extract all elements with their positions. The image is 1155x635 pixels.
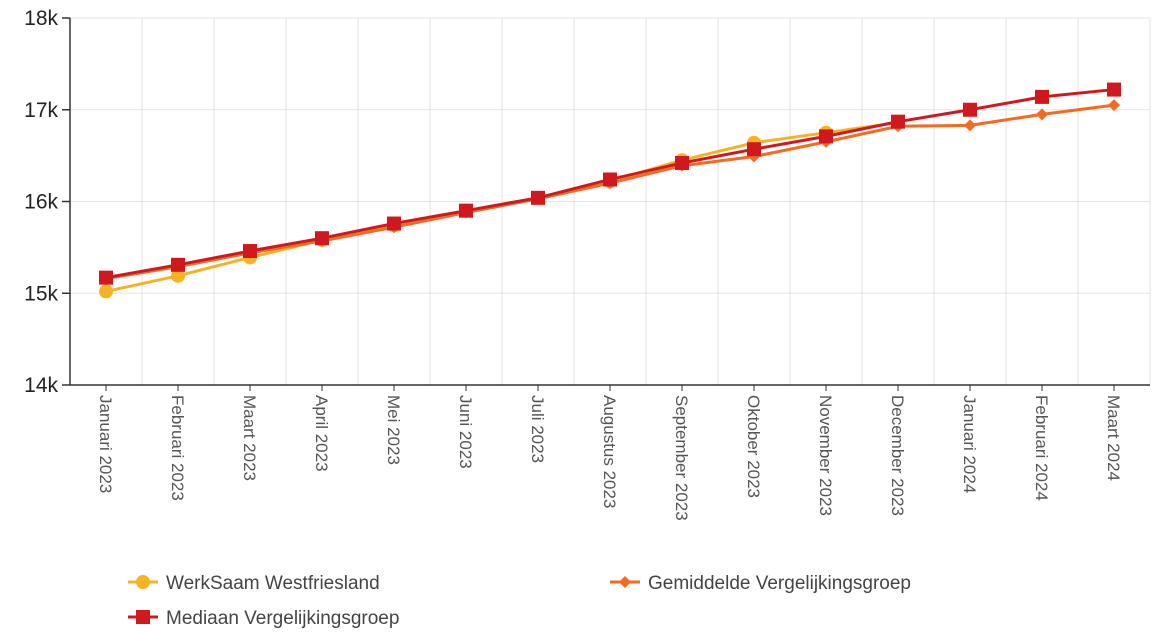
x-tick-label: November 2023 — [816, 395, 835, 516]
y-axis-ticks: 14k 15k 16k 17k 18k — [24, 7, 58, 397]
data-point — [459, 203, 473, 218]
legend-item: WerkSaam Westfriesland — [128, 573, 380, 594]
data-point — [387, 216, 401, 231]
data-point — [171, 268, 185, 283]
data-point — [243, 244, 257, 259]
legend-label: WerkSaam Westfriesland — [166, 573, 380, 594]
data-point — [1035, 89, 1049, 104]
chart-grid — [70, 17, 1151, 385]
legend-marker — [136, 610, 150, 624]
data-point — [891, 114, 905, 129]
data-point — [675, 155, 689, 170]
y-tick-label: 16k — [24, 191, 58, 214]
y-tick-label: 14k — [24, 374, 58, 397]
x-tick-label: Januari 2023 — [96, 395, 115, 493]
data-point — [531, 190, 545, 205]
x-tick-label: Maart 2023 — [240, 395, 259, 481]
series-2 — [99, 82, 1121, 285]
chart-axes — [62, 17, 1150, 391]
x-tick-label: September 2023 — [672, 395, 691, 521]
x-tick-label: December 2023 — [888, 395, 907, 516]
data-point — [1108, 99, 1120, 112]
data-point — [964, 119, 976, 132]
x-tick-label: Januari 2024 — [960, 395, 979, 493]
legend-item: Gemiddelde Vergelijkingsgroep — [610, 573, 911, 594]
y-tick-label: 17k — [24, 99, 58, 122]
data-point — [171, 257, 185, 272]
legend-label: Mediaan Vergelijkingsgroep — [166, 608, 399, 629]
data-point — [603, 172, 617, 187]
data-point — [1107, 82, 1121, 97]
x-tick-label: Juni 2023 — [456, 395, 475, 469]
data-point — [99, 284, 113, 299]
chart-series — [99, 82, 1121, 299]
y-tick-label: 18k — [24, 7, 58, 30]
x-axis-ticks: Januari 2023 Februari 2023 Maart 2023 April… — [96, 395, 1123, 521]
x-tick-label: Februari 2023 — [168, 395, 187, 501]
data-point — [99, 270, 113, 285]
x-tick-label: Maart 2024 — [1104, 395, 1123, 481]
y-tick-label: 15k — [24, 282, 58, 305]
x-tick-label: Augustus 2023 — [600, 395, 619, 508]
data-point — [747, 142, 761, 157]
legend-marker — [136, 575, 150, 589]
x-tick-label: April 2023 — [312, 395, 331, 472]
series-line — [105, 103, 1115, 281]
x-tick-label: Mei 2023 — [384, 395, 403, 465]
legend-label: Gemiddelde Vergelijkingsgroep — [648, 573, 911, 594]
data-point — [1036, 108, 1048, 121]
legend-item: Mediaan Vergelijkingsgroep — [128, 608, 399, 629]
legend-marker — [619, 576, 631, 588]
x-tick-label: Februari 2024 — [1032, 395, 1051, 501]
data-point — [963, 102, 977, 117]
data-point — [315, 231, 329, 246]
x-tick-label: Oktober 2023 — [744, 395, 763, 498]
chart-legend: WerkSaam Westfriesland Gemiddelde Vergeli… — [128, 573, 911, 629]
data-point — [819, 129, 833, 144]
x-tick-label: Juli 2023 — [528, 395, 547, 463]
